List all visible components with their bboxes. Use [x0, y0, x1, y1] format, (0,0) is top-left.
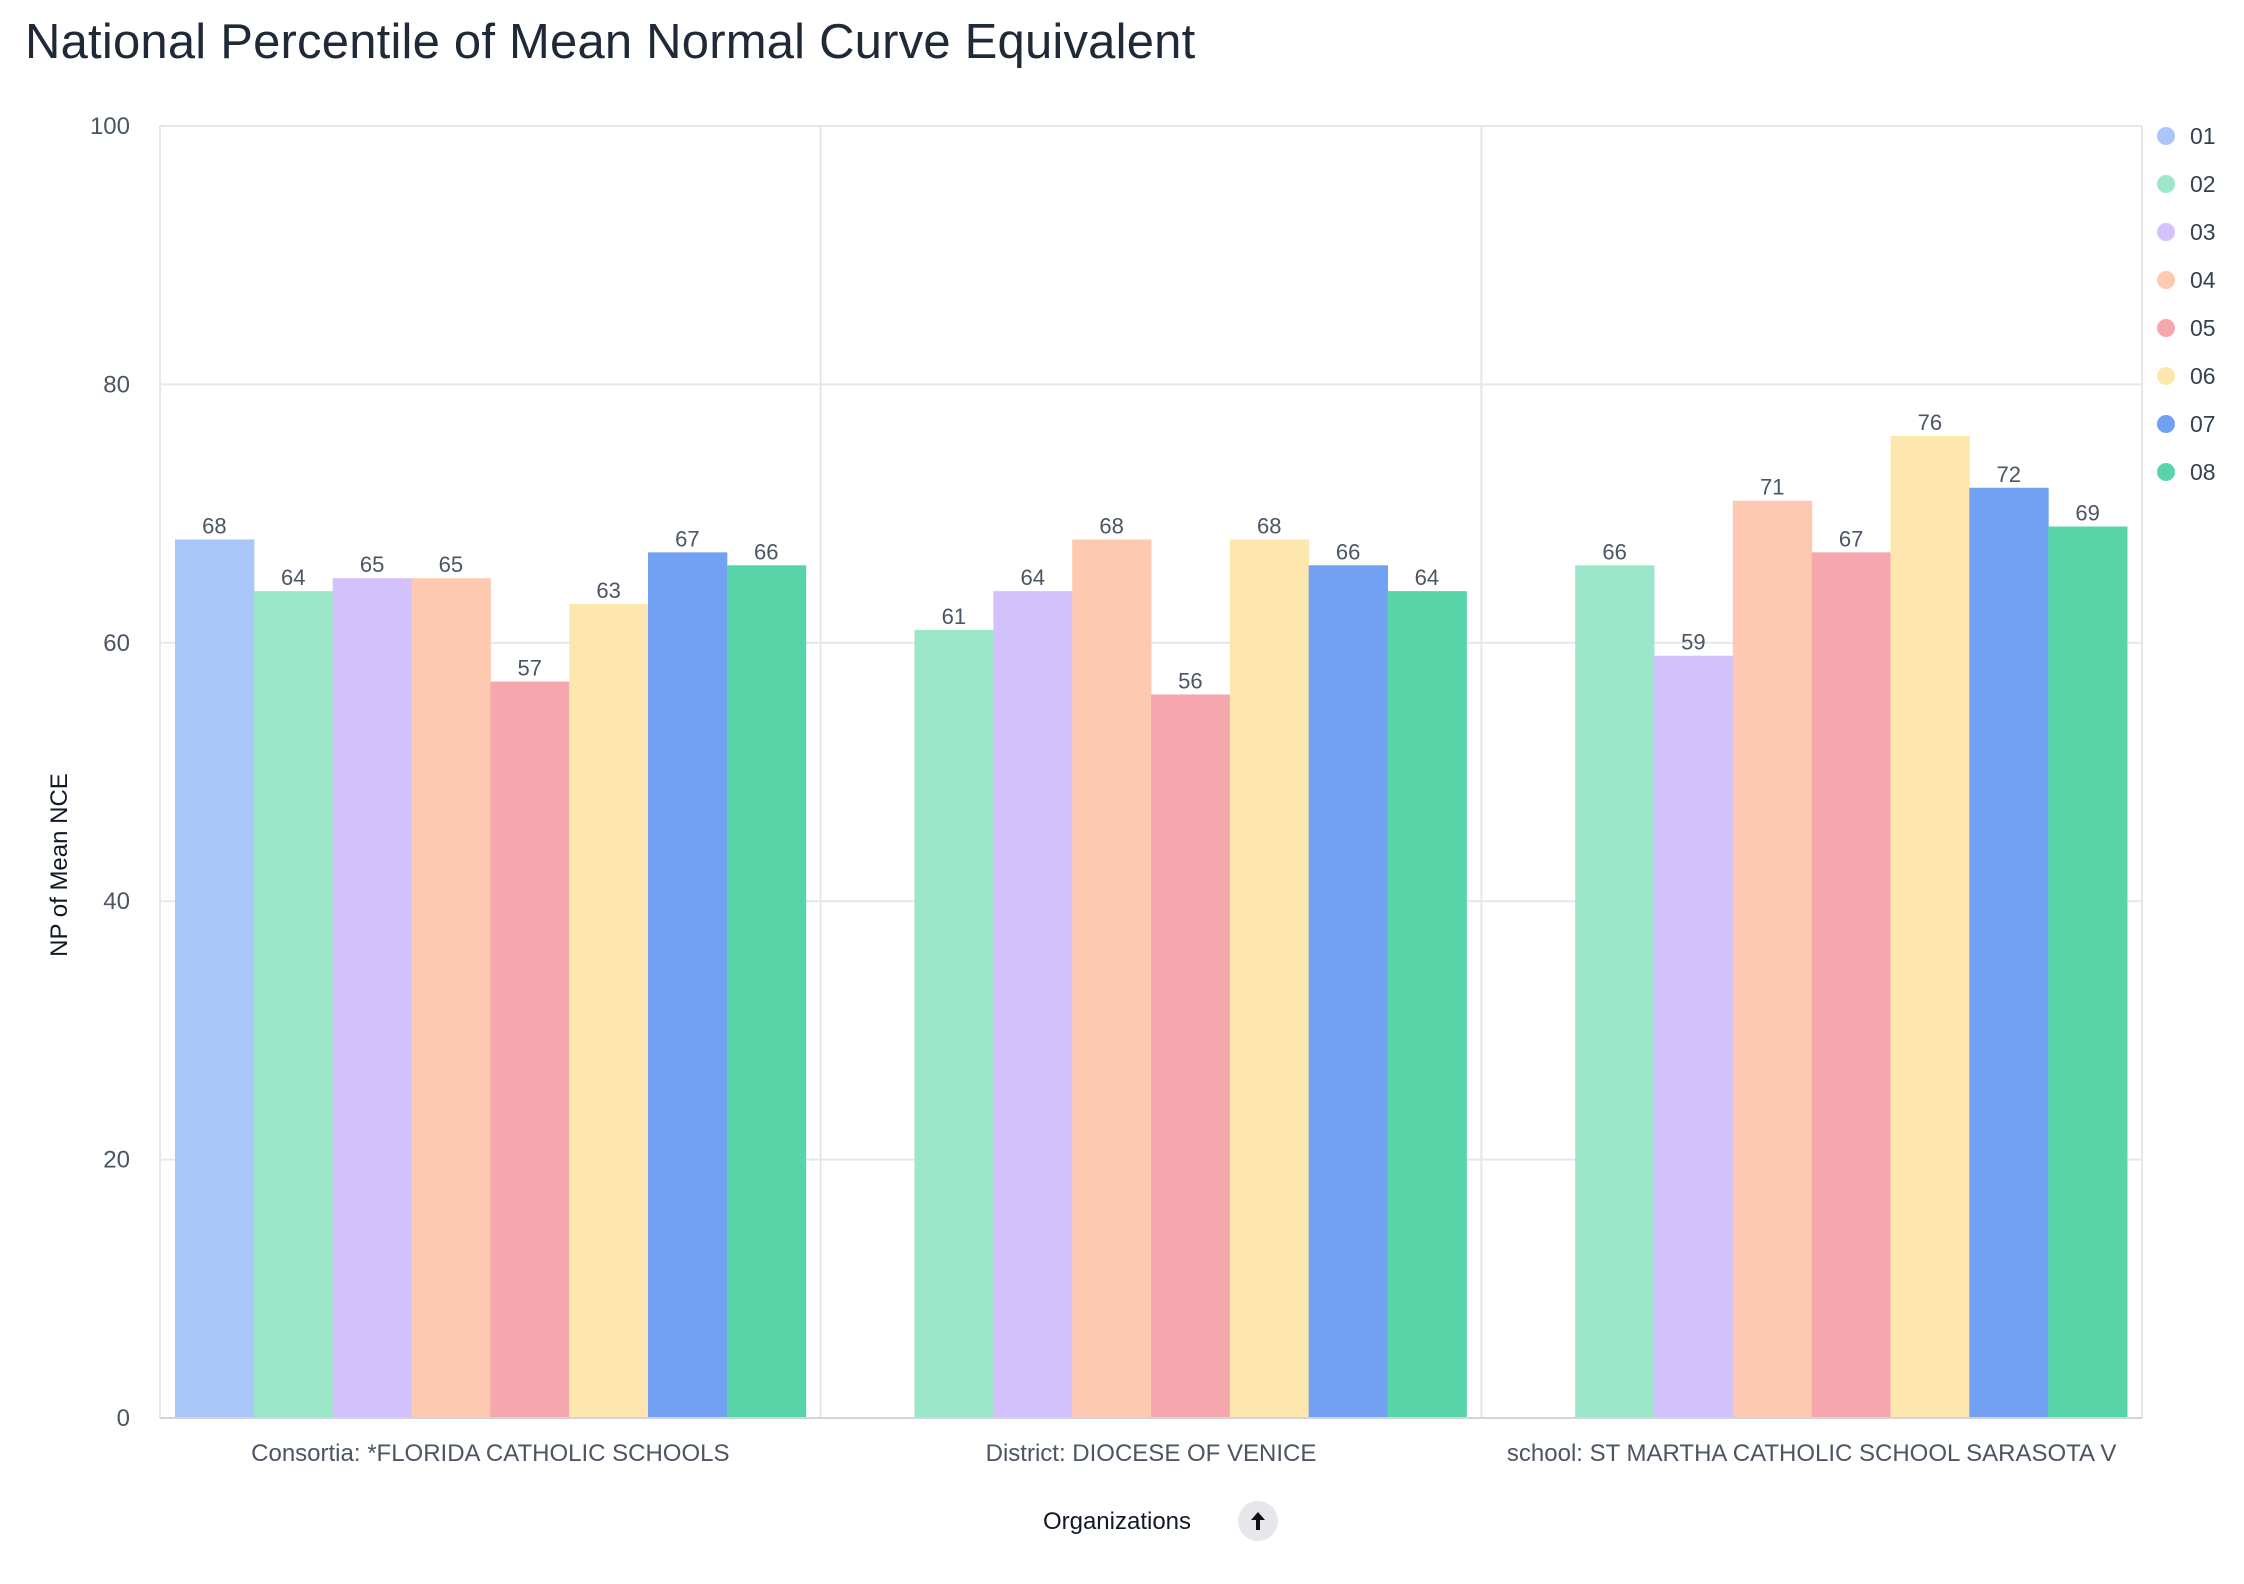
data-label: 56 — [1178, 668, 1202, 693]
y-tick-label: 60 — [103, 630, 130, 657]
bar-08 — [2048, 526, 2128, 1418]
data-label: 65 — [439, 552, 463, 577]
sort-button[interactable] — [1238, 1501, 1278, 1541]
legend-label-03: 03 — [2190, 219, 2216, 245]
bar-04 — [1072, 539, 1152, 1418]
legend-label-06: 06 — [2190, 363, 2216, 389]
bar-05 — [490, 681, 570, 1418]
legend-label-05: 05 — [2190, 315, 2216, 341]
bar-05 — [1811, 552, 1891, 1418]
bar-02 — [914, 629, 994, 1418]
data-label: 71 — [1760, 475, 1784, 500]
bar-07 — [648, 552, 728, 1418]
data-label: 64 — [281, 565, 305, 590]
legend-label-07: 07 — [2190, 411, 2216, 437]
y-axis-title: NP of Mean NCE — [46, 773, 73, 957]
legend: 01 02 03 04 05 06 07 08 — [2157, 123, 2216, 485]
data-label: 68 — [202, 513, 226, 538]
data-label: 68 — [1257, 513, 1281, 538]
bar-07 — [1969, 487, 2049, 1418]
data-label: 67 — [675, 526, 699, 551]
data-labels: 68 64 65 65 57 63 67 66 61 64 68 56 68 66 64 66 59 71 67 76… — [202, 410, 2100, 693]
bar-06 — [569, 604, 649, 1418]
data-label: 65 — [360, 552, 384, 577]
legend-swatch-02 — [2157, 175, 2175, 193]
bar-04 — [1732, 500, 1813, 1418]
bar-07 — [1308, 565, 1388, 1418]
data-label: 64 — [1415, 565, 1439, 590]
bar-02 — [1575, 565, 1655, 1418]
legend-label-08: 08 — [2190, 459, 2216, 485]
y-tick-label: 0 — [117, 1405, 130, 1432]
data-label: 66 — [1336, 539, 1360, 564]
y-tick-label: 20 — [103, 1147, 130, 1174]
axes: 0 20 40 60 80 100 Consortia: *FLORIDA CATHOLIC… — [90, 113, 2142, 1467]
data-label: 66 — [754, 539, 778, 564]
legend-swatch-04 — [2157, 271, 2175, 289]
bar-08 — [1387, 591, 1467, 1418]
legend-swatch-01 — [2157, 127, 2175, 145]
data-label: 76 — [1918, 410, 1942, 435]
arrow-up-icon — [1251, 1512, 1265, 1530]
x-tick-label: school: ST MARTHA CATHOLIC SCHOOL SARASO… — [1507, 1440, 2117, 1467]
data-label: 57 — [518, 656, 542, 681]
data-label: 67 — [1839, 526, 1863, 551]
legend-label-04: 04 — [2190, 267, 2216, 293]
bar-03 — [993, 591, 1073, 1418]
data-label: 68 — [1099, 513, 1123, 538]
legend-swatch-05 — [2157, 319, 2175, 337]
y-tick-label: 80 — [103, 371, 130, 398]
bar-03 — [1654, 655, 1734, 1418]
y-tick-label: 100 — [90, 113, 130, 140]
bar-04 — [411, 578, 491, 1418]
bar-06 — [1890, 436, 1970, 1419]
bars — [175, 436, 2128, 1419]
legend-label-01: 01 — [2190, 123, 2216, 149]
bar-06 — [1229, 539, 1310, 1418]
x-tick-label: Consortia: *FLORIDA CATHOLIC SCHOOLS — [251, 1440, 729, 1467]
x-tick-label: District: DIOCESE OF VENICE — [986, 1440, 1317, 1467]
data-label: 61 — [942, 604, 966, 629]
data-label: 72 — [1997, 462, 2021, 487]
bar-03 — [332, 578, 412, 1418]
chart-title: National Percentile of Mean Normal Curve… — [25, 15, 1196, 69]
bar-02 — [253, 591, 334, 1418]
legend-label-02: 02 — [2190, 171, 2216, 197]
x-axis-title: Organizations — [1043, 1508, 1191, 1535]
bar-08 — [726, 565, 807, 1418]
legend-swatch-06 — [2157, 367, 2175, 385]
data-label: 59 — [1681, 630, 1705, 655]
bar-05 — [1151, 694, 1231, 1418]
legend-swatch-07 — [2157, 415, 2175, 433]
data-label: 64 — [1021, 565, 1045, 590]
data-label: 66 — [1602, 539, 1626, 564]
data-label: 69 — [2075, 501, 2099, 526]
bar-01 — [175, 539, 255, 1418]
y-tick-label: 40 — [103, 888, 130, 915]
data-label: 63 — [596, 578, 620, 603]
legend-swatch-08 — [2157, 463, 2175, 481]
legend-swatch-03 — [2157, 223, 2175, 241]
